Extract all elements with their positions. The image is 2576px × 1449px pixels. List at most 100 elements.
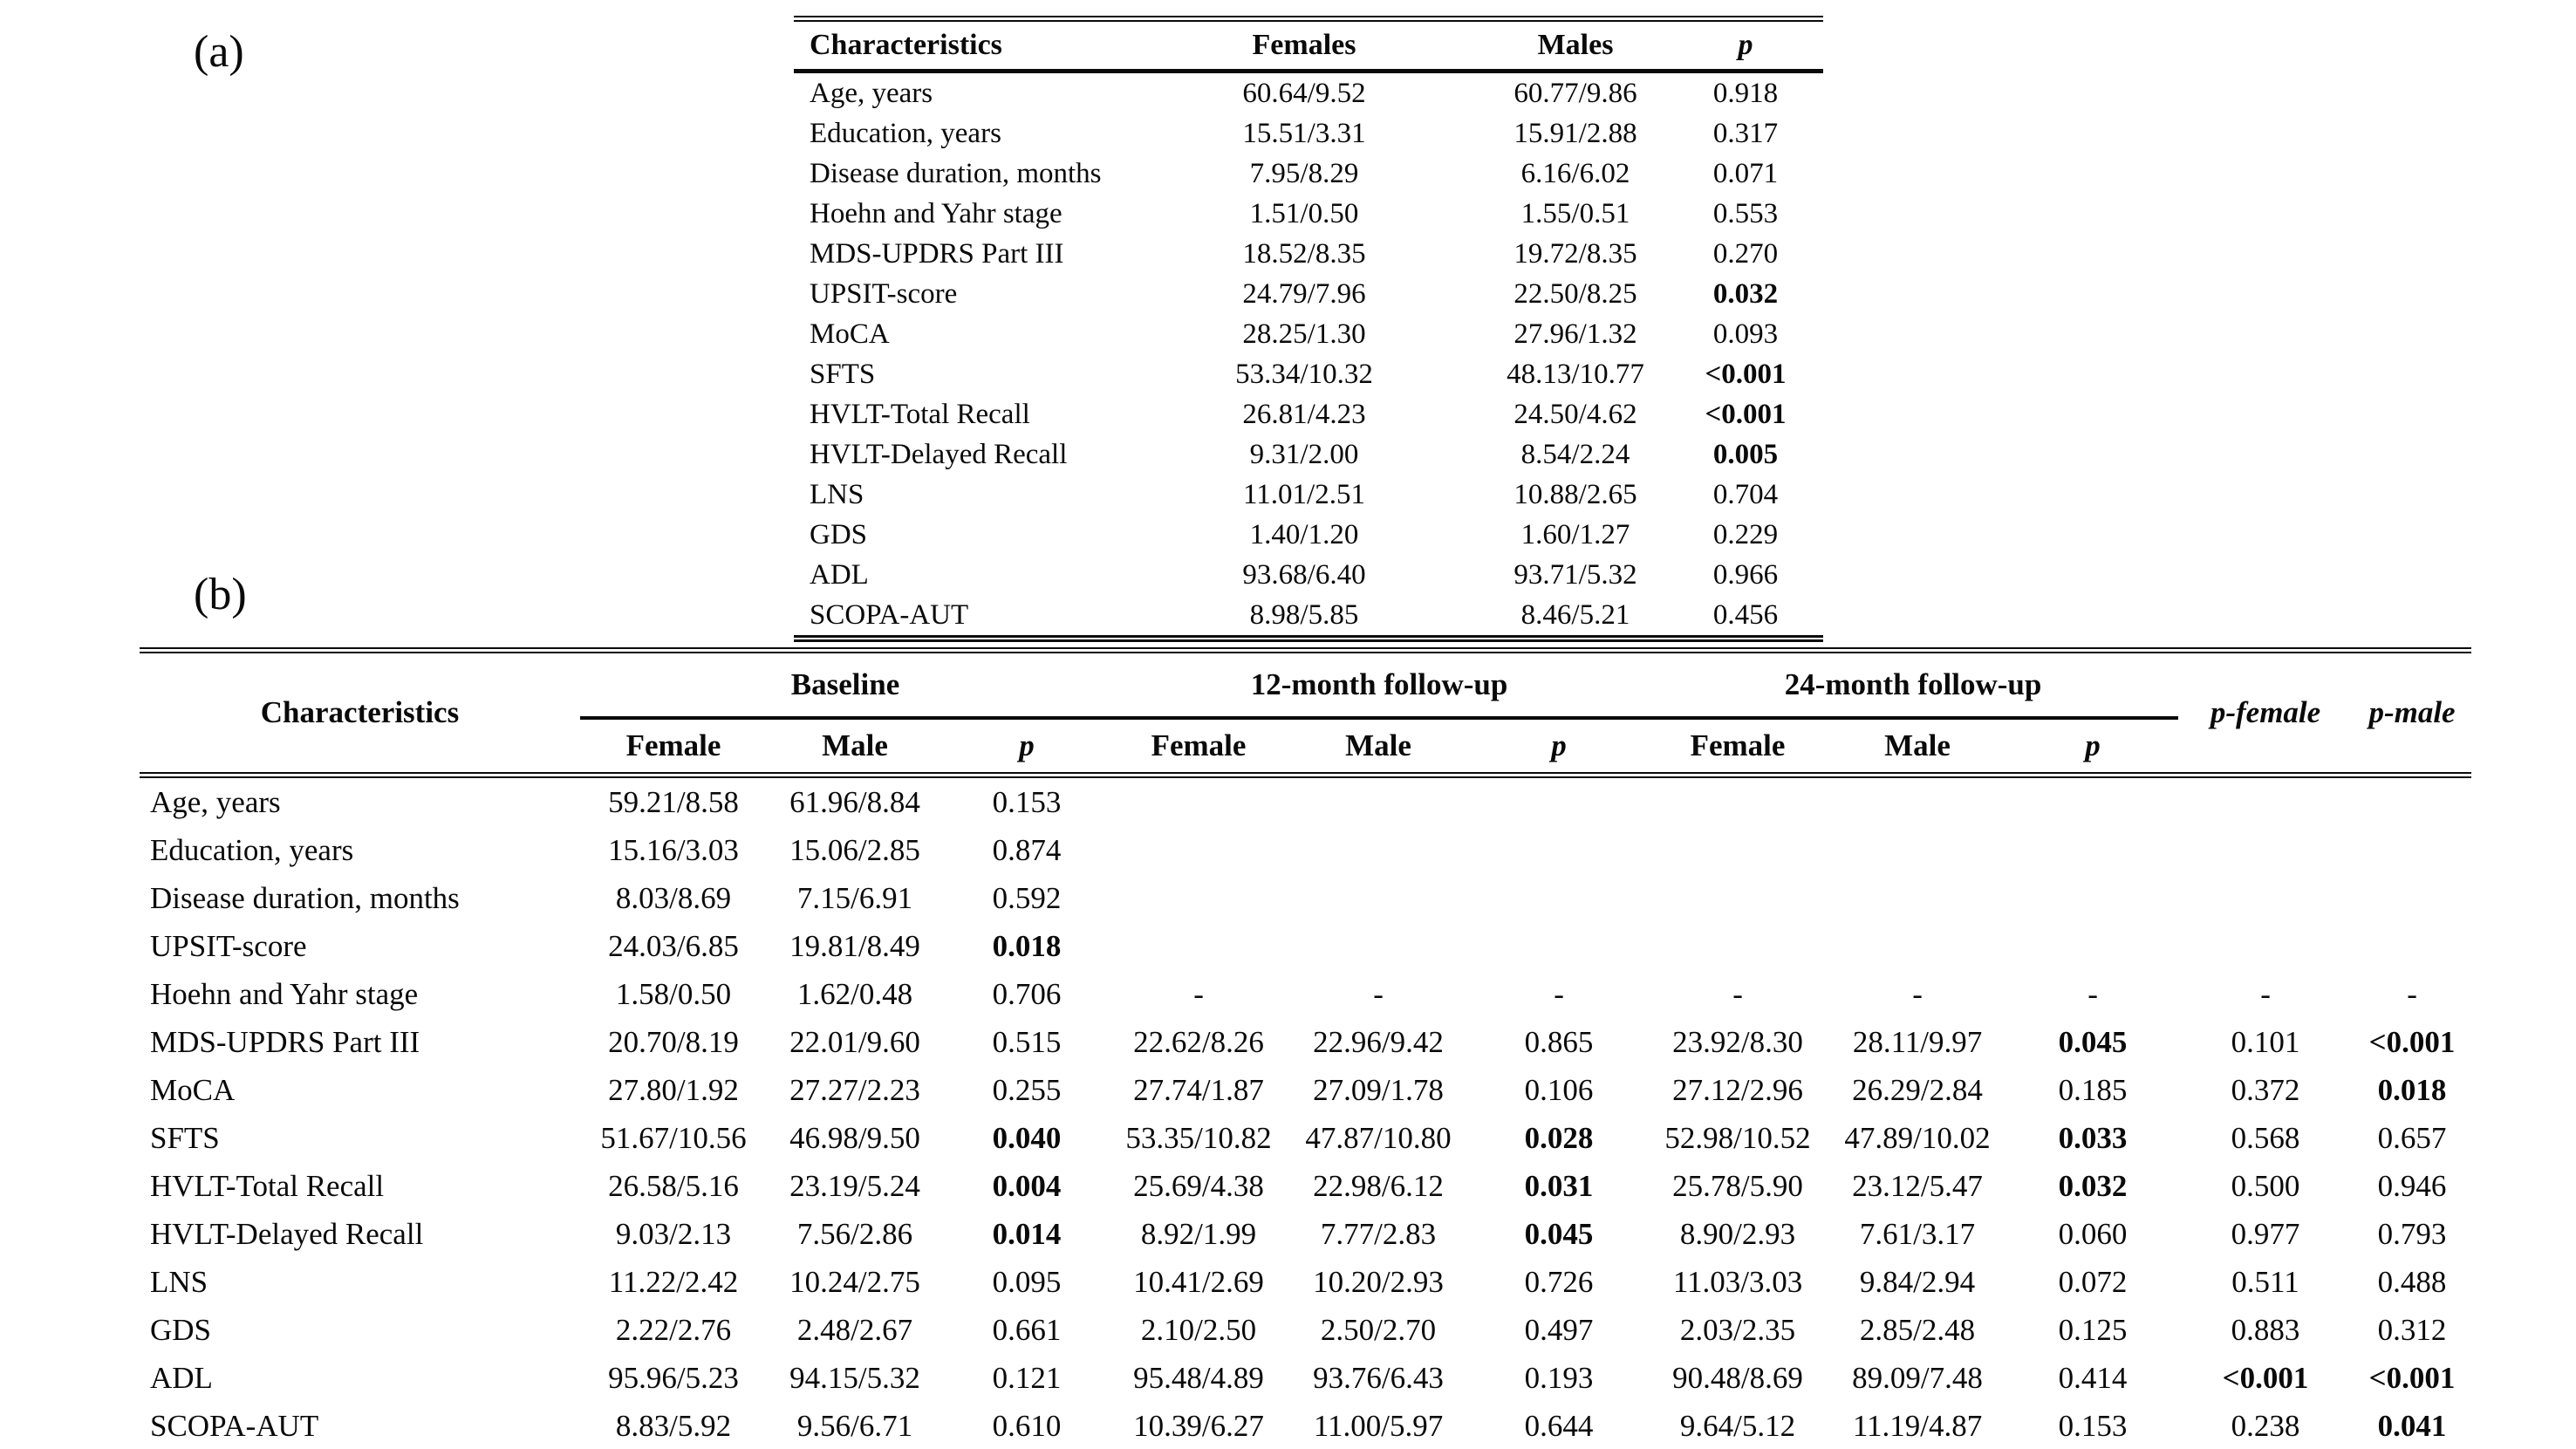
data-cell: 0.372 <box>2231 1072 2300 1107</box>
data-cell: 0.270 <box>1712 237 1779 270</box>
table-b-row: UPSIT-score 24.03/6.85 19.81/8.49 0.018 <box>140 922 2471 970</box>
data-cell <box>1287 776 1470 827</box>
table-a-header: Characteristics Females Males p <box>794 18 1823 73</box>
data-cell: 22.98/6.12 <box>1313 1168 1444 1203</box>
table-a-row: HVLT-Total Recall 26.81/4.23 24.50/4.62 <0.… <box>794 394 1823 434</box>
data-cell: 94.15/5.32 <box>789 1360 920 1395</box>
data-cell: 9.03/2.13 <box>615 1216 732 1251</box>
row-label: Education, years <box>810 117 1001 149</box>
data-cell: 7.15/6.91 <box>796 880 913 915</box>
row-label: HVLT-Total Recall <box>810 398 1030 430</box>
data-cell <box>1470 874 1648 922</box>
data-cell: 19.72/8.35 <box>1513 237 1637 270</box>
row-label: MoCA <box>810 318 890 350</box>
row-label: Education, years <box>150 832 354 867</box>
data-cell: 1.60/1.27 <box>1520 518 1630 550</box>
table-a-row: GDS 1.40/1.20 1.60/1.27 0.229 <box>794 515 1823 555</box>
table-b-group-row: Characteristics Baseline 12-month follow… <box>140 650 2471 729</box>
data-cell: 27.96/1.32 <box>1513 318 1637 350</box>
data-cell: 0.456 <box>1712 598 1779 631</box>
data-cell: 0.106 <box>1524 1072 1594 1107</box>
data-cell <box>2178 776 2353 827</box>
data-cell <box>1648 776 1828 827</box>
row-label: MDS-UPDRS Part III <box>150 1024 420 1059</box>
data-cell: 8.46/5.21 <box>1520 598 1630 631</box>
data-cell: 8.03/8.69 <box>615 880 732 915</box>
table-a-body: Age, years 60.64/9.52 60.77/9.86 0.918 Educa… <box>794 72 1823 639</box>
data-cell: 8.83/5.92 <box>615 1408 732 1443</box>
data-cell: 2.50/2.70 <box>1320 1312 1437 1347</box>
table-a-row: Disease duration, months 7.95/8.29 6.16/6.… <box>794 154 1823 194</box>
data-cell: 26.81/4.23 <box>1242 398 1366 430</box>
data-cell <box>1648 922 1828 970</box>
data-cell: 7.95/8.29 <box>1249 157 1359 189</box>
data-cell <box>1287 826 1470 874</box>
data-cell: 15.91/2.88 <box>1513 117 1637 149</box>
data-cell: 0.071 <box>1712 157 1779 189</box>
table-b-row: Disease duration, months 8.03/8.69 7.15/6.… <box>140 874 2471 922</box>
table-b-baseline-female: Female <box>625 728 721 762</box>
table-a-header-row: Characteristics Females Males p <box>794 18 1823 73</box>
table-a-col-males: Males <box>1483 18 1668 73</box>
data-cell: 7.77/2.83 <box>1320 1216 1437 1251</box>
data-cell: 10.20/2.93 <box>1313 1264 1444 1299</box>
data-cell: 93.68/6.40 <box>1242 558 1366 591</box>
data-cell: 0.125 <box>2058 1312 2128 1347</box>
data-cell: 0.153 <box>992 784 1062 819</box>
data-cell: 0.072 <box>2058 1264 2128 1299</box>
data-cell <box>2007 826 2178 874</box>
data-cell: 95.96/5.23 <box>608 1360 739 1395</box>
data-cell <box>1470 826 1648 874</box>
data-cell: 0.041 <box>2377 1408 2447 1443</box>
table-b-24month-female: Female <box>1690 728 1786 762</box>
data-cell: 61.96/8.84 <box>789 784 920 819</box>
table-b-row: Hoehn and Yahr stage 1.58/0.50 1.62/0.48 0.… <box>140 970 2471 1018</box>
data-cell: 0.045 <box>2058 1024 2128 1059</box>
data-cell: 0.726 <box>1524 1264 1594 1299</box>
data-cell: 1.51/0.50 <box>1249 197 1359 229</box>
data-cell: 0.312 <box>2377 1312 2447 1347</box>
data-cell: 10.41/2.69 <box>1133 1264 1264 1299</box>
data-cell: 0.121 <box>992 1360 1062 1395</box>
data-cell: 2.48/2.67 <box>796 1312 913 1347</box>
data-cell <box>2007 874 2178 922</box>
table-b-12month-female: Female <box>1151 728 1247 762</box>
data-cell <box>2353 776 2471 827</box>
data-cell: - <box>1554 976 1564 1011</box>
data-cell: 0.793 <box>2377 1216 2447 1251</box>
data-cell: - <box>2260 976 2271 1011</box>
data-cell: 0.883 <box>2231 1312 2300 1347</box>
data-cell: 15.06/2.85 <box>789 832 920 867</box>
data-cell: 15.51/3.31 <box>1242 117 1366 149</box>
data-cell: 93.71/5.32 <box>1513 558 1637 591</box>
data-cell: 0.032 <box>2058 1168 2128 1203</box>
row-label: HVLT-Delayed Recall <box>810 438 1068 470</box>
data-cell: 52.98/10.52 <box>1664 1120 1811 1155</box>
data-cell: 0.031 <box>1524 1168 1594 1203</box>
data-cell: 0.238 <box>2231 1408 2300 1443</box>
data-cell <box>1828 874 2007 922</box>
data-cell <box>1110 776 1287 827</box>
data-cell: 1.62/0.48 <box>796 976 913 1011</box>
data-cell: 26.29/2.84 <box>1852 1072 1983 1107</box>
table-b-body: Age, years 59.21/8.58 61.96/8.84 0.153 Educa… <box>140 776 2471 1449</box>
data-cell: 0.028 <box>1524 1120 1594 1155</box>
data-cell: 0.045 <box>1524 1216 1594 1251</box>
data-cell: 27.80/1.92 <box>608 1072 739 1107</box>
data-cell: 9.31/2.00 <box>1249 438 1359 470</box>
row-label: LNS <box>150 1264 208 1299</box>
row-label: Hoehn and Yahr stage <box>810 197 1063 229</box>
data-cell: 59.21/8.58 <box>608 784 739 819</box>
table-a-row: HVLT-Delayed Recall 9.31/2.00 8.54/2.24 0.0… <box>794 434 1823 475</box>
row-label: MDS-UPDRS Part III <box>810 237 1064 270</box>
data-cell: 11.03/3.03 <box>1672 1264 1803 1299</box>
data-cell: 27.74/1.87 <box>1133 1072 1264 1107</box>
row-label: SCOPA-AUT <box>810 598 969 631</box>
table-a-row: ADL 93.68/6.40 93.71/5.32 0.966 <box>794 555 1823 595</box>
data-cell: 95.48/4.89 <box>1133 1360 1264 1395</box>
data-cell <box>1828 826 2007 874</box>
row-label: LNS <box>810 478 864 510</box>
data-cell: 0.095 <box>992 1264 1062 1299</box>
data-cell: 2.10/2.50 <box>1140 1312 1257 1347</box>
row-label: HVLT-Total Recall <box>150 1168 385 1203</box>
